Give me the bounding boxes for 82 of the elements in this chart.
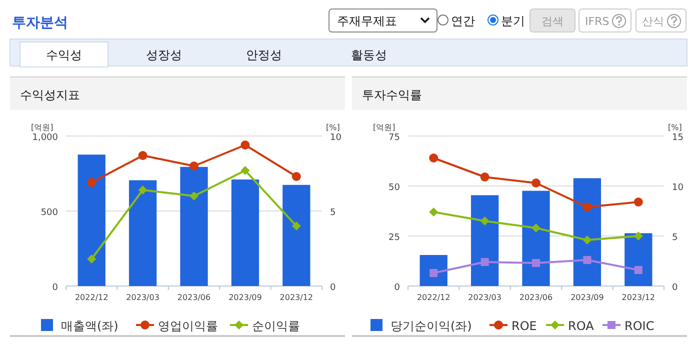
point [582, 236, 592, 244]
y2-tick-label: 15 [672, 133, 684, 143]
x-tick-label: 2023/06 [519, 293, 553, 302]
point [240, 166, 250, 175]
text: 활동성 [351, 48, 387, 62]
bar [78, 154, 106, 286]
legend-label: ROIC [624, 319, 654, 333]
point [138, 151, 148, 160]
point [480, 172, 490, 182]
bar [624, 233, 652, 286]
text: 성장성 [146, 48, 182, 62]
y-tick-label: 1,000 [32, 133, 58, 143]
y-axis-title: [억원] [31, 123, 54, 132]
x-tick-label: 2023/12 [622, 293, 656, 302]
x-tick-label: 2023/03 [126, 293, 160, 302]
x-tick-label: 2022/12 [74, 293, 108, 302]
point [138, 186, 148, 194]
point [87, 178, 96, 187]
y-tick-label: 0 [52, 283, 58, 293]
text: 수익성 [46, 48, 82, 62]
x-tick-label: 2022/12 [416, 293, 450, 302]
bar [282, 184, 310, 286]
bar [180, 166, 208, 286]
point [429, 208, 438, 216]
text: 검색 [542, 15, 564, 28]
text: 연간 [451, 14, 475, 28]
bar [420, 255, 448, 286]
y2-tick-label: 0 [672, 283, 678, 293]
y-tick-label: 50 [388, 183, 400, 193]
point [532, 259, 540, 267]
text: 주재무제표 [337, 14, 397, 28]
bar [128, 180, 157, 286]
bar [573, 178, 602, 286]
point [634, 266, 642, 274]
text: 투자분석 [12, 15, 68, 31]
legend-label: ROE [512, 319, 537, 333]
text: 분기 [501, 14, 525, 28]
text: 안정성 [246, 48, 282, 62]
x-tick-label: 2023/09 [228, 293, 262, 302]
legend-label: 매출액(좌) [61, 319, 118, 333]
point [429, 154, 438, 162]
x-tick-label: 2023/03 [468, 293, 502, 302]
point [532, 178, 540, 188]
bar [522, 190, 550, 286]
y2-tick-label: 10 [672, 183, 684, 193]
legend-label: ROA [568, 319, 595, 333]
text: IFRS [585, 15, 610, 28]
text: 산식 [642, 15, 664, 28]
y-tick-label: 75 [388, 133, 400, 143]
y2-tick-label: 5 [330, 208, 336, 218]
legend-label: 영업이익률 [158, 319, 218, 333]
y-tick-label: 500 [40, 208, 58, 218]
y2-axis-title: [%] [326, 123, 340, 132]
x-tick-label: 2023/12 [280, 293, 314, 302]
y-tick-label: 0 [394, 283, 400, 293]
point [532, 224, 540, 232]
point [292, 222, 301, 230]
chart-title: 투자수익률 [362, 88, 422, 102]
y2-tick-label: 0 [330, 283, 336, 293]
chart-title: 수익성지표 [20, 88, 80, 102]
y-axis-title: [억원] [373, 123, 396, 132]
point [480, 216, 490, 226]
point [87, 254, 96, 264]
point [634, 232, 643, 240]
point [480, 258, 489, 266]
y2-tick-label: 10 [330, 133, 342, 143]
point [582, 202, 592, 212]
x-tick-label: 2023/06 [177, 293, 211, 302]
point [240, 140, 250, 150]
point [190, 162, 198, 170]
legend-label: 순이익률 [252, 319, 300, 333]
point [292, 172, 301, 181]
point [190, 192, 198, 200]
legend-label: 당기순이익(좌) [390, 319, 472, 333]
bar [231, 180, 260, 286]
point [634, 198, 643, 206]
x-tick-label: 2023/09 [570, 293, 604, 302]
y2-axis-title: [%] [668, 123, 682, 132]
y-tick-label: 25 [388, 233, 400, 243]
point [583, 256, 592, 264]
bar [470, 195, 499, 286]
y2-tick-label: 5 [672, 233, 678, 243]
